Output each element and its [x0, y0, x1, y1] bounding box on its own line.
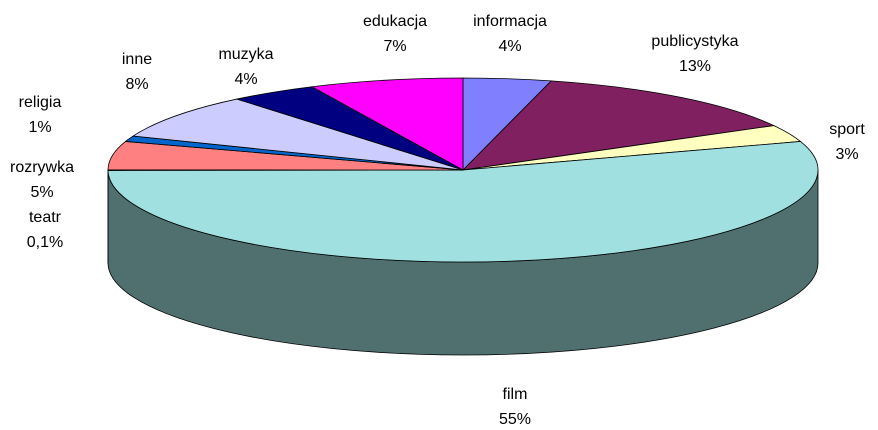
pie-slice	[310, 77, 464, 171]
pie-slice	[107, 141, 819, 263]
pie-slice	[131, 98, 464, 171]
slice-value-label: 5%	[30, 184, 53, 201]
slice-label: film	[503, 386, 528, 403]
slice-label: publicystyka	[651, 33, 738, 50]
slice-value-label: 4%	[234, 71, 257, 88]
slice-value-label: 55%	[499, 411, 531, 428]
slice-label: inne	[122, 51, 152, 68]
slice-value-label: 8%	[125, 76, 148, 93]
slice-value-label: 0,1%	[27, 234, 63, 251]
pie-slice	[461, 80, 776, 171]
slice-label: informacja	[473, 13, 547, 30]
slice-label: sport	[829, 121, 865, 138]
slice-label: teatr	[29, 209, 62, 226]
slice-label: religia	[19, 94, 62, 111]
slice-label: edukacja	[363, 13, 427, 30]
slice-value-label: 1%	[28, 119, 51, 136]
slice-value-label: 13%	[679, 58, 711, 75]
slice-value-label: 7%	[383, 38, 406, 55]
slice-value-label: 3%	[835, 146, 858, 163]
slice-label: rozrywka	[10, 159, 74, 176]
slice-label: muzyka	[218, 46, 273, 63]
slice-value-label: 4%	[498, 38, 521, 55]
